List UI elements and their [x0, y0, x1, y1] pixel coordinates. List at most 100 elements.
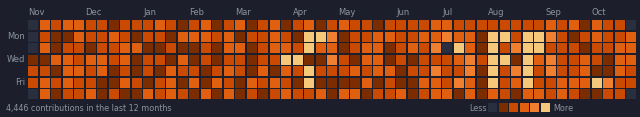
Bar [246, 89, 257, 99]
Bar [166, 66, 176, 76]
Bar [568, 31, 579, 42]
Bar [189, 77, 199, 88]
Text: Jul: Jul [442, 8, 452, 17]
Bar [200, 43, 211, 53]
Bar [534, 77, 544, 88]
Bar [442, 31, 452, 42]
Bar [454, 43, 463, 53]
Text: Aug: Aug [488, 8, 504, 17]
Bar [431, 20, 440, 30]
Bar [235, 43, 245, 53]
Bar [362, 77, 371, 88]
Bar [534, 55, 544, 64]
Bar [499, 66, 509, 76]
Bar [327, 89, 337, 99]
Bar [40, 55, 49, 64]
Bar [626, 31, 636, 42]
Bar [488, 89, 498, 99]
Bar [177, 89, 188, 99]
Bar [143, 43, 153, 53]
Bar [465, 43, 475, 53]
Bar [373, 20, 383, 30]
Bar [74, 31, 84, 42]
Bar [40, 31, 49, 42]
Text: Nov: Nov [28, 8, 45, 17]
Bar [109, 55, 118, 64]
Bar [189, 20, 199, 30]
Bar [258, 20, 268, 30]
Bar [350, 20, 360, 30]
Bar [223, 55, 234, 64]
Bar [465, 31, 475, 42]
Bar [373, 31, 383, 42]
Bar [499, 89, 509, 99]
Bar [499, 20, 509, 30]
Bar [63, 55, 72, 64]
Bar [408, 55, 417, 64]
Bar [63, 20, 72, 30]
Bar [626, 20, 636, 30]
Bar [603, 66, 613, 76]
Bar [591, 43, 602, 53]
Bar [28, 77, 38, 88]
Bar [419, 31, 429, 42]
Bar [269, 55, 280, 64]
Bar [154, 89, 164, 99]
Bar [200, 55, 211, 64]
Bar [614, 31, 625, 42]
Bar [200, 89, 211, 99]
Bar [177, 31, 188, 42]
Text: 4,446 contributions in the last 12 months: 4,446 contributions in the last 12 month… [6, 104, 172, 113]
Bar [362, 31, 371, 42]
Bar [626, 43, 636, 53]
Bar [499, 31, 509, 42]
Bar [396, 55, 406, 64]
Bar [97, 43, 107, 53]
Bar [97, 66, 107, 76]
Bar [143, 66, 153, 76]
Bar [350, 66, 360, 76]
Bar [603, 55, 613, 64]
Bar [86, 66, 95, 76]
Bar [63, 66, 72, 76]
Bar [63, 43, 72, 53]
Bar [350, 89, 360, 99]
Bar [269, 31, 280, 42]
Bar [212, 89, 222, 99]
Bar [511, 66, 521, 76]
Bar [143, 55, 153, 64]
Bar [511, 55, 521, 64]
Bar [454, 20, 463, 30]
Bar [154, 20, 164, 30]
Bar [246, 55, 257, 64]
Bar [511, 31, 521, 42]
Bar [603, 31, 613, 42]
Bar [419, 89, 429, 99]
Bar [534, 31, 544, 42]
Bar [373, 89, 383, 99]
Bar [304, 89, 314, 99]
Bar [223, 31, 234, 42]
Bar [626, 77, 636, 88]
Text: Dec: Dec [86, 8, 102, 17]
Text: Mar: Mar [235, 8, 251, 17]
Bar [477, 66, 486, 76]
Bar [626, 66, 636, 76]
Text: Less: Less [469, 104, 486, 113]
Bar [522, 31, 532, 42]
Bar [327, 77, 337, 88]
Bar [591, 55, 602, 64]
Bar [120, 31, 130, 42]
Bar [522, 66, 532, 76]
Bar [223, 66, 234, 76]
Bar [292, 66, 303, 76]
Bar [120, 89, 130, 99]
Bar [614, 89, 625, 99]
Bar [534, 89, 544, 99]
Bar [131, 31, 141, 42]
Bar [431, 66, 440, 76]
Bar [431, 77, 440, 88]
Text: Mon: Mon [7, 32, 25, 41]
Bar [373, 66, 383, 76]
Bar [557, 43, 567, 53]
